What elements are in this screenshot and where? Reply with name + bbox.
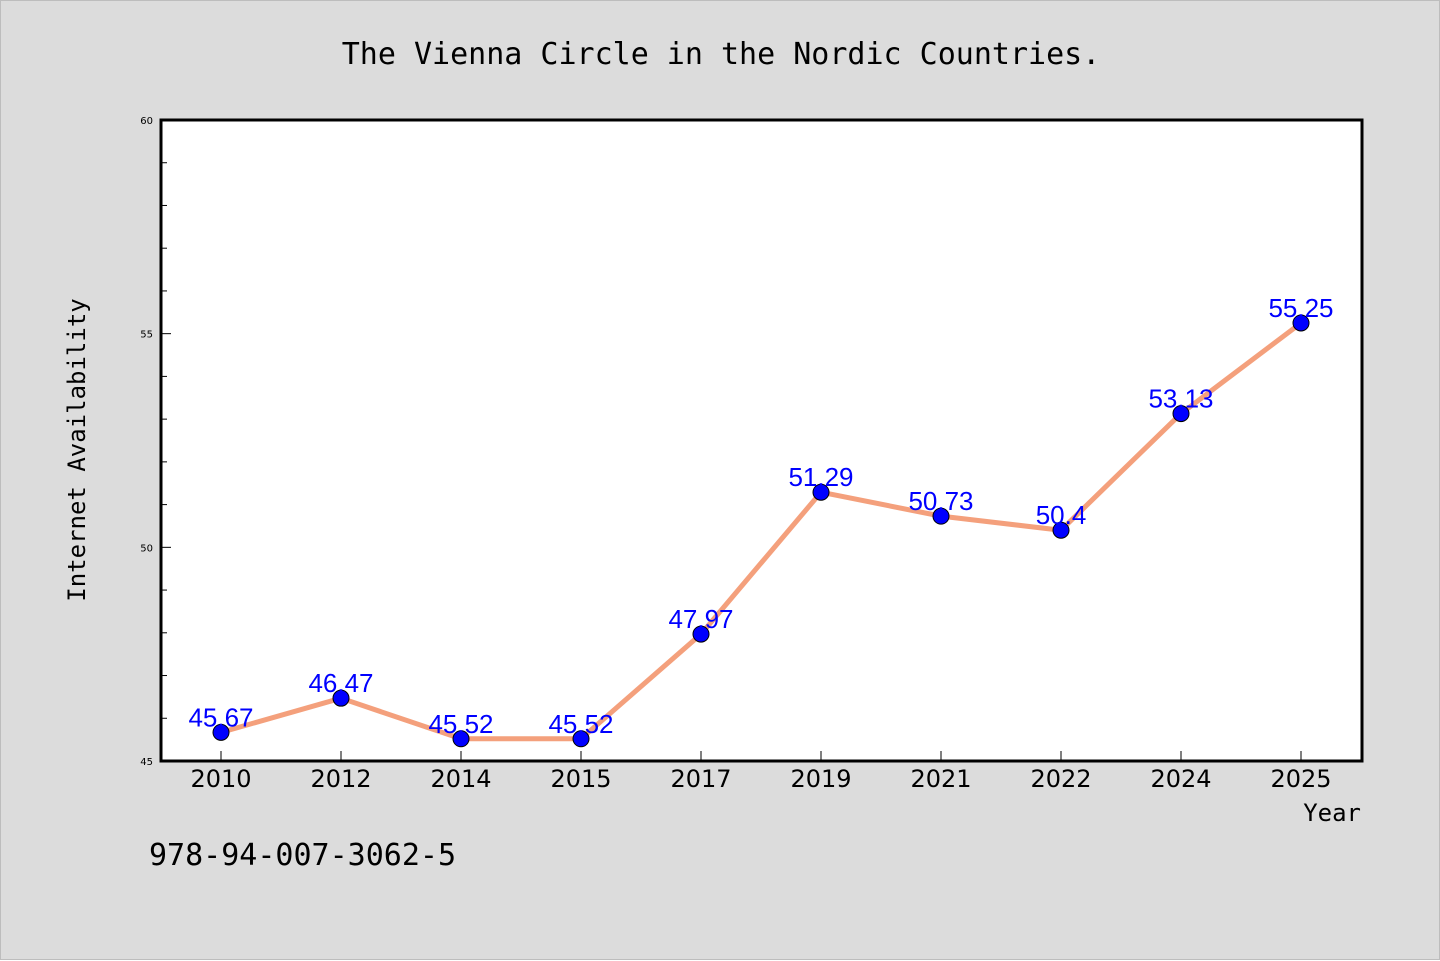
data-point-marker	[572, 730, 590, 748]
data-label: 51.29	[788, 462, 853, 492]
x-tick-label: 2025	[1270, 765, 1331, 793]
data-label: 55.25	[1268, 293, 1333, 323]
data-label: 45.67	[188, 702, 253, 732]
y-tick-label: 55	[140, 330, 153, 341]
series-line-group	[212, 314, 1310, 748]
data-label: 45.52	[548, 709, 613, 739]
data-point-marker	[1172, 405, 1190, 423]
data-point-marker	[1292, 314, 1310, 332]
x-tick-label: 2015	[550, 765, 611, 793]
x-tick-label: 2021	[910, 765, 971, 793]
data-label: 45.52	[428, 709, 493, 739]
data-label: 53.13	[1148, 384, 1213, 414]
x-axis-title: Year	[1303, 799, 1361, 827]
isbn-footer: 978-94-007-3062-5	[149, 838, 456, 873]
data-label: 50.73	[908, 486, 973, 516]
data-point-marker	[452, 730, 470, 748]
y-tick-label: 60	[140, 116, 153, 127]
x-tick-label: 2014	[430, 765, 491, 793]
data-labels-group: 45.67 46.47 45.52 45.52 47.97 51.29 50.73 50.4 5…	[188, 293, 1333, 739]
y-tick-label: 45	[140, 757, 153, 768]
x-tick-label: 2019	[790, 765, 851, 793]
data-point-marker	[332, 689, 350, 707]
series-line	[218, 320, 1304, 742]
data-point-marker	[1052, 521, 1070, 539]
data-point-marker	[932, 507, 950, 525]
x-tick-label: 2010	[190, 765, 251, 793]
data-label: 47.97	[668, 604, 733, 634]
x-tick-label: 2024	[1150, 765, 1211, 793]
chart-title: The Vienna Circle in the Nordic Countrie…	[342, 37, 1101, 72]
x-tick-label: 2022	[1030, 765, 1091, 793]
x-tick-label: 2012	[310, 765, 371, 793]
x-axis: 2010 2012 2014 2015 2017 2019 2021 2022 2024 2025	[190, 751, 1332, 793]
data-point-marker	[212, 723, 230, 741]
x-tick-label: 2017	[670, 765, 731, 793]
data-point-marker	[812, 483, 830, 501]
plot-area	[159, 118, 1364, 763]
y-tick-label: 50	[140, 543, 153, 554]
data-point-marker	[692, 625, 710, 643]
data-label: 46.47	[308, 668, 373, 698]
y-axis: 45 50 55 60	[140, 116, 171, 768]
data-label: 50.4	[1036, 500, 1087, 530]
y-axis-title: Internet Availability	[63, 298, 91, 601]
